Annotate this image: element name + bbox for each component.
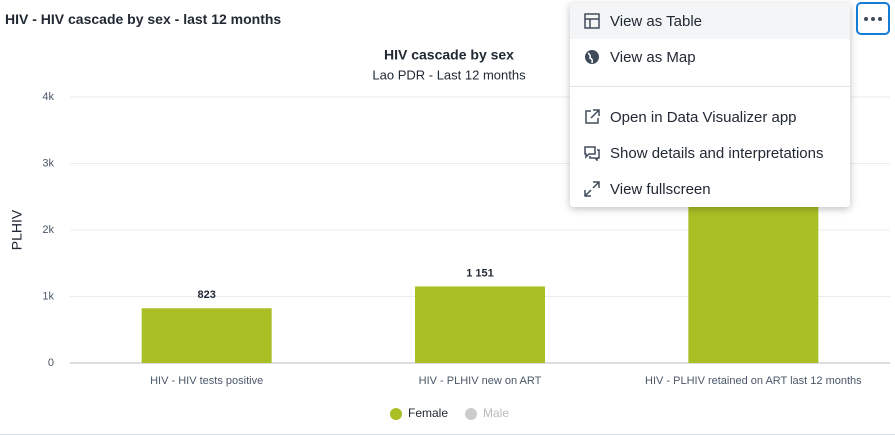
more-button[interactable]: [856, 2, 890, 35]
y-tick-label: 4k: [42, 91, 54, 103]
menu-item[interactable]: View fullscreen: [570, 171, 850, 207]
menu-item[interactable]: View as Table: [570, 3, 850, 39]
y-axis-label: PLHIV: [9, 209, 25, 250]
y-tick-label: 3k: [42, 157, 54, 169]
bar: [141, 308, 272, 363]
menu-item[interactable]: View as Map: [570, 39, 850, 75]
bar: [415, 286, 545, 363]
y-tick-label: 1k: [42, 290, 54, 302]
context-menu: View as Table View as Map Open in Data V…: [570, 3, 850, 207]
menu-item-label: View as Map: [610, 48, 696, 66]
menu-item[interactable]: Open in Data Visualizer app: [570, 99, 850, 135]
bar: [688, 190, 819, 363]
y-tick-label: 2k: [42, 224, 54, 236]
chart-subtitle: Lao PDR - Last 12 months: [372, 67, 526, 82]
legend-swatch: [390, 408, 402, 420]
menu-divider: [570, 86, 850, 87]
legend-label: Female: [408, 406, 448, 420]
data-label: 823: [197, 289, 215, 301]
legend-label: Male: [483, 406, 509, 420]
data-label: 1 151: [466, 267, 494, 279]
x-tick-label: HIV - PLHIV retained on ART last 12 mont…: [645, 375, 862, 387]
menu-item-label: View as Table: [610, 12, 703, 30]
menu-item-label: Show details and interpretations: [610, 144, 824, 162]
menu-item-label: View fullscreen: [610, 180, 711, 198]
y-tick-label: 0: [48, 357, 54, 369]
chart-title: HIV cascade by sex: [384, 47, 514, 63]
menu-item[interactable]: Show details and interpretations: [570, 135, 850, 171]
menu-item-label: Open in Data Visualizer app: [610, 108, 797, 126]
item-title: HIV - HIV cascade by sex - last 12 month…: [5, 11, 282, 27]
x-tick-label: HIV - HIV tests positive: [150, 375, 263, 387]
x-tick-label: HIV - PLHIV new on ART: [419, 375, 542, 387]
legend-swatch: [465, 408, 477, 420]
